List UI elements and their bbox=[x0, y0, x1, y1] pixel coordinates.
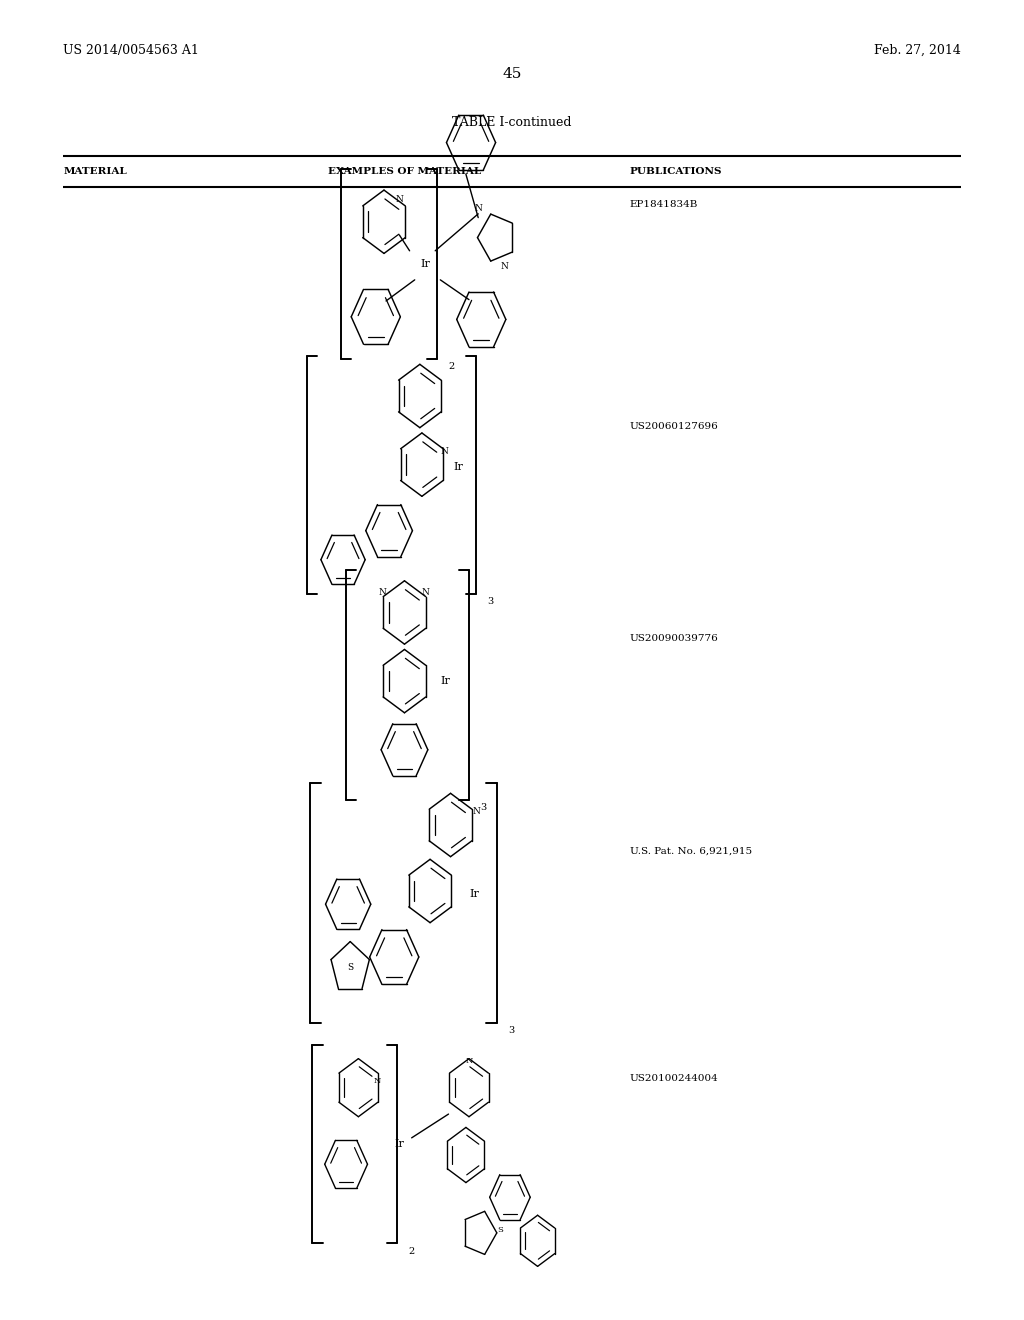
Text: Ir: Ir bbox=[420, 259, 430, 269]
Text: N: N bbox=[465, 1057, 473, 1065]
Text: US20090039776: US20090039776 bbox=[630, 635, 719, 643]
Text: U.S. Pat. No. 6,921,915: U.S. Pat. No. 6,921,915 bbox=[630, 847, 752, 855]
Text: PUBLICATIONS: PUBLICATIONS bbox=[630, 168, 722, 176]
Text: 3: 3 bbox=[480, 804, 486, 812]
Text: EXAMPLES OF MATERIAL: EXAMPLES OF MATERIAL bbox=[328, 168, 481, 176]
Text: Ir: Ir bbox=[394, 1139, 404, 1150]
Text: US20100244004: US20100244004 bbox=[630, 1074, 719, 1082]
Text: N: N bbox=[501, 263, 509, 271]
Text: US20060127696: US20060127696 bbox=[630, 422, 719, 430]
Text: Ir: Ir bbox=[440, 676, 451, 686]
Text: N: N bbox=[378, 589, 386, 597]
Text: 3: 3 bbox=[508, 1027, 514, 1035]
Text: N: N bbox=[373, 1077, 381, 1085]
Text: 2: 2 bbox=[409, 1247, 415, 1255]
Text: Feb. 27, 2014: Feb. 27, 2014 bbox=[873, 44, 961, 57]
Text: MATERIAL: MATERIAL bbox=[63, 168, 127, 176]
Text: S: S bbox=[347, 964, 353, 972]
Text: 2: 2 bbox=[449, 363, 455, 371]
Text: 3: 3 bbox=[487, 598, 494, 606]
Text: Ir: Ir bbox=[469, 888, 479, 899]
Text: Ir: Ir bbox=[454, 462, 464, 473]
Text: N: N bbox=[421, 589, 429, 597]
Text: N: N bbox=[474, 205, 482, 213]
Text: N: N bbox=[472, 808, 480, 816]
Text: TABLE I-continued: TABLE I-continued bbox=[453, 116, 571, 129]
Text: N: N bbox=[440, 447, 449, 455]
Text: US 2014/0054563 A1: US 2014/0054563 A1 bbox=[63, 44, 200, 57]
Text: S: S bbox=[497, 1226, 503, 1234]
Text: N: N bbox=[395, 195, 403, 203]
Text: EP1841834B: EP1841834B bbox=[630, 201, 698, 209]
Text: 45: 45 bbox=[503, 67, 521, 81]
